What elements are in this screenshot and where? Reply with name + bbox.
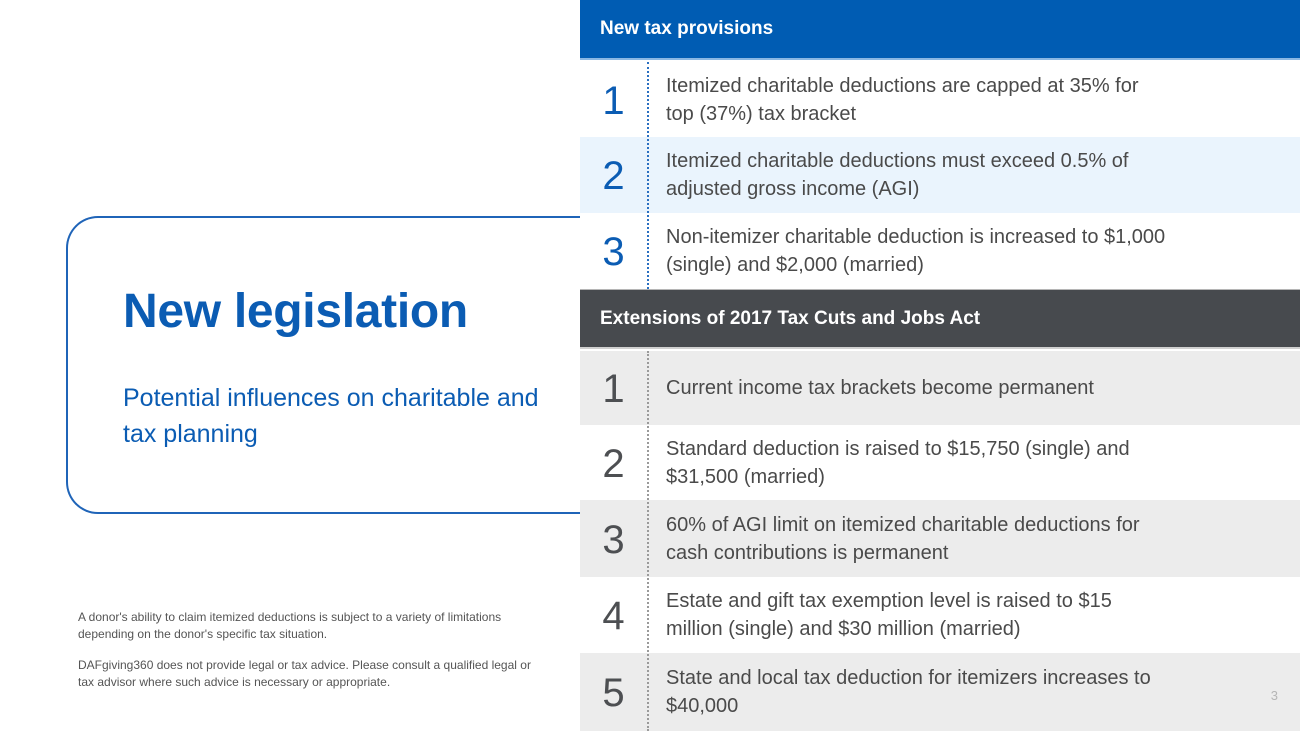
item-number: 4 bbox=[602, 594, 625, 638]
page-title: New legislation bbox=[123, 285, 468, 338]
disclaimer-advice: DAFgiving360 does not provide legal or t… bbox=[78, 658, 531, 689]
item-number: 3 bbox=[602, 230, 625, 274]
item-text: Itemized charitable deductions are cappe… bbox=[666, 74, 1139, 125]
item-text: Itemized charitable deductions must exce… bbox=[666, 150, 1129, 200]
dotted-divider bbox=[647, 62, 649, 289]
item-number: 5 bbox=[602, 671, 625, 715]
new-provisions-header: New tax provisions bbox=[580, 0, 1300, 60]
extension-row: 4 Estate and gift tax exemption level is… bbox=[580, 577, 1300, 653]
item-text: Non-itemizer charitable deduction is inc… bbox=[666, 226, 1166, 276]
provision-row: 3 Non-itemizer charitable deduction is i… bbox=[580, 213, 1300, 289]
item-number: 1 bbox=[602, 367, 625, 411]
page-subtitle: Potential influences on charitable and t… bbox=[123, 384, 539, 448]
item-text: 60% of AGI limit on itemized charitable … bbox=[666, 513, 1140, 564]
item-text: State and local tax deduction for itemiz… bbox=[666, 667, 1151, 717]
title-outline-box bbox=[66, 216, 596, 514]
item-text: Current income tax brackets become perma… bbox=[666, 377, 1094, 399]
extensions-header: Extensions of 2017 Tax Cuts and Jobs Act bbox=[580, 289, 1300, 349]
disclaimer-itemized: A donor's ability to claim itemized dedu… bbox=[78, 610, 502, 641]
extension-row: 3 60% of AGI limit on itemized charitabl… bbox=[580, 500, 1300, 577]
provision-row: 1 Itemized charitable deductions are cap… bbox=[580, 62, 1300, 137]
extension-row: 2 Standard deduction is raised to $15,75… bbox=[580, 425, 1300, 500]
page-number: 3 bbox=[1270, 688, 1278, 703]
provisions-panel: New tax provisions 1 Itemized charitable… bbox=[580, 0, 1300, 731]
item-number: 2 bbox=[602, 441, 625, 486]
provision-row: 2 Itemized charitable deductions must ex… bbox=[580, 137, 1300, 213]
item-text: Estate and gift tax exemption level is r… bbox=[666, 590, 1112, 640]
item-number: 3 bbox=[602, 517, 625, 562]
dotted-divider bbox=[647, 351, 649, 731]
item-text: Standard deduction is raised to $15,750 … bbox=[666, 437, 1130, 488]
extension-row: 5 State and local tax deduction for item… bbox=[580, 653, 1300, 731]
item-number: 1 bbox=[602, 78, 625, 123]
extension-row: 1 Current income tax brackets become per… bbox=[580, 351, 1300, 425]
item-number: 2 bbox=[602, 154, 625, 198]
